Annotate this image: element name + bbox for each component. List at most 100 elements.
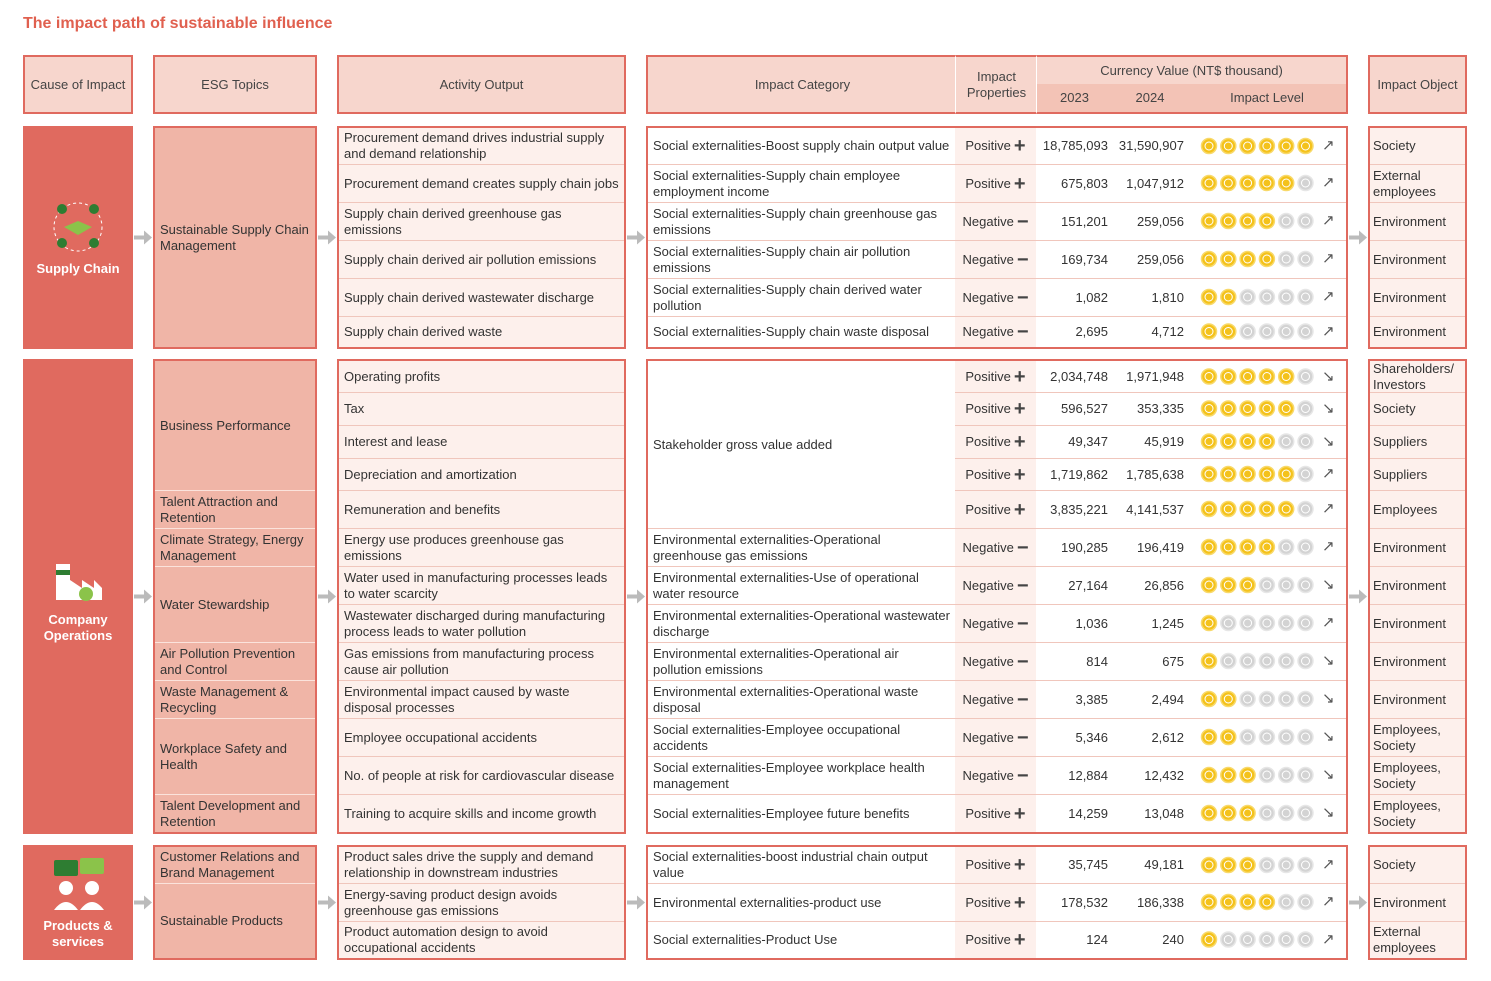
property-sign: + <box>1013 172 1026 195</box>
coin-inner <box>1204 860 1214 870</box>
impact-coin <box>1239 728 1256 746</box>
coin-inner <box>1243 897 1253 907</box>
impact-coin <box>1277 614 1295 632</box>
impact-coin <box>1220 576 1237 594</box>
impact-coin <box>1297 931 1314 948</box>
coin-inner <box>1262 437 1272 446</box>
impact-coin <box>1239 174 1256 192</box>
activity-output: Supply chain derived wastewater discharg… <box>339 278 624 316</box>
flow-arrow-head <box>637 895 645 910</box>
impact-coin <box>1239 538 1256 556</box>
coin-inner <box>1243 437 1253 446</box>
esg-box <box>153 359 317 834</box>
trend: ↗ <box>1322 538 1335 555</box>
impact-coin <box>1297 500 1314 518</box>
impact-coin <box>1200 212 1218 230</box>
esg-topic: Climate Strategy, Energy Management <box>155 528 315 566</box>
flow-arrow-head <box>637 230 645 245</box>
coin-inner <box>1204 327 1214 336</box>
impact-category: Environmental externalities-Use of opera… <box>648 566 955 604</box>
coin-inner <box>1281 808 1291 818</box>
property-sign: + <box>1013 854 1026 876</box>
impact-coin <box>1220 433 1237 450</box>
coin-inner <box>1301 770 1310 780</box>
impact-coin <box>1220 400 1237 417</box>
impact-coin <box>1239 766 1256 784</box>
impact-coin <box>1277 137 1295 155</box>
trend: ↗ <box>1322 465 1335 482</box>
value-2024: 675 <box>1112 642 1188 680</box>
impact-object: Environment <box>1370 680 1465 718</box>
coin-inner <box>1281 292 1291 302</box>
property-sign: + <box>1013 365 1026 388</box>
value-2023: 178,532 <box>1036 883 1112 921</box>
coin-inner <box>1223 618 1233 628</box>
impact-property: Negative − <box>955 528 1036 566</box>
impact-object: Environment <box>1370 278 1465 316</box>
value-2024: 353,335 <box>1112 392 1188 425</box>
value-2023: 2,695 <box>1036 316 1112 347</box>
coin-inner <box>1243 542 1253 552</box>
property-label: Negative <box>962 729 1014 745</box>
coin-inner <box>1281 469 1291 479</box>
property-sign: + <box>1013 135 1026 157</box>
esg-topic: Talent Attraction and Retention <box>155 490 315 528</box>
impact-coin <box>1220 856 1237 874</box>
impact-category: Social externalities-Product Use <box>648 921 955 958</box>
value-2024: 259,056 <box>1112 240 1188 278</box>
impact-coin <box>1297 728 1314 746</box>
impact-coin <box>1258 728 1276 746</box>
coin-inner <box>1262 808 1272 818</box>
impact-coin <box>1297 212 1314 230</box>
impact-property: Negative − <box>955 718 1036 756</box>
header-2024: 2024 <box>1112 84 1189 114</box>
coin-inner <box>1243 732 1253 742</box>
impact-coin <box>1277 368 1295 385</box>
property-label: Positive <box>965 401 1011 416</box>
impact-coin <box>1277 576 1295 594</box>
impact-coin <box>1239 137 1256 155</box>
trend: ↘ <box>1322 728 1335 745</box>
impact-coin <box>1220 323 1237 340</box>
impact-coin <box>1297 400 1314 417</box>
impact-coin <box>1258 500 1276 518</box>
value-2024: 196,419 <box>1112 528 1188 566</box>
impact-category: Stakeholder gross value added <box>653 436 833 452</box>
coin-inner <box>1301 178 1310 188</box>
coin-inner <box>1262 141 1272 151</box>
impact-category: Environmental externalities-product use <box>648 883 955 921</box>
impact-coin <box>1297 174 1314 192</box>
impact-coin <box>1277 174 1295 192</box>
coin-inner <box>1204 504 1214 514</box>
level-cell <box>1188 566 1346 604</box>
coin-inner <box>1243 808 1253 818</box>
level-cell <box>1188 240 1346 278</box>
coin-inner <box>1243 694 1253 704</box>
trend: ↘ <box>1322 690 1335 707</box>
coin-inner <box>1281 542 1291 552</box>
property-label: Negative <box>962 289 1014 305</box>
impact-coin <box>1239 212 1256 230</box>
level-cell <box>1188 392 1346 425</box>
impact-coin <box>1200 856 1218 874</box>
coin-inner <box>1262 292 1272 302</box>
coin-inner <box>1243 254 1253 264</box>
esg-box <box>153 845 317 960</box>
impact-coin <box>1200 893 1218 911</box>
property-label: Positive <box>965 466 1011 482</box>
coin-inner <box>1204 372 1214 381</box>
coin-inner <box>1223 770 1233 780</box>
activity-output: Depreciation and amortization <box>339 458 624 490</box>
impact-coin <box>1277 323 1295 340</box>
impact-object: Environment <box>1370 642 1465 680</box>
coin-inner <box>1223 580 1233 590</box>
impact-coin <box>1200 137 1218 155</box>
impact-coin <box>1200 652 1218 670</box>
impact-coin <box>1220 893 1237 911</box>
property-sign: − <box>1016 210 1029 233</box>
impact-coin <box>1297 804 1314 822</box>
impact-coin <box>1258 576 1276 594</box>
trend: ↗ <box>1322 500 1335 517</box>
impact-coin <box>1220 766 1237 784</box>
impact-property: Positive + <box>955 847 1036 883</box>
